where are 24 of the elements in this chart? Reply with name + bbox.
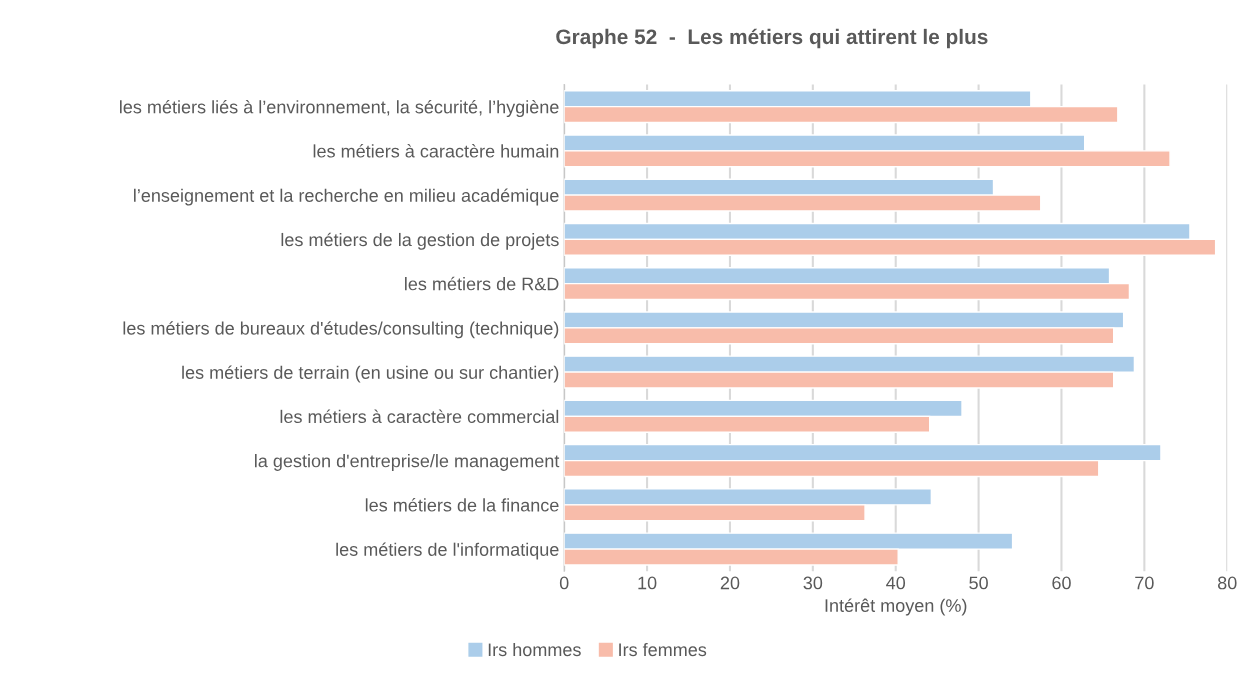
x-tick-label: 30 [803,576,823,590]
x-tick-label: 80 [1217,576,1237,590]
y-tick-label: les métiers de la gestion de projets [281,232,559,250]
x-tick-label: 40 [886,576,906,590]
y-tick-label: les métiers liés à l’environnement, la sécurité, l’hygiène [120,99,559,118]
y-tick-label: la gestion d'entreprise/le management [255,454,560,471]
x-tick-label: 70 [1135,576,1154,590]
y-tick-label: les métiers de l'informatique [336,542,559,560]
x-axis-title: Intérêt moyen (%) [825,598,967,616]
y-tick-label: les métiers de R&D [405,276,559,291]
x-tick-label: 20 [720,576,740,590]
y-tick-label: les métiers de bureaux d'études/consulting (technique) [123,321,559,339]
x-tick-label: 0 [559,576,569,590]
x-tick-label: 60 [1052,576,1071,590]
x-tick-label: 10 [638,576,657,590]
chart-title: Graphe 52 - Les métiers qui attirent le plus [556,28,988,49]
y-tick-label: les métiers de terrain (en usine ou sur chantier) [182,365,559,383]
y-tick-label: les métiers à caractère humain [313,144,559,158]
x-tick-label: 50 [969,576,988,590]
legend-label: Irs femmes [619,642,707,657]
legend-label: Irs hommes [488,642,581,657]
y-tick-label: les métiers à caractère commercial [280,409,559,424]
y-tick-label: l’enseignement et la recherche en milieu académique [134,188,559,206]
y-tick-label: les métiers de la finance [365,498,559,512]
